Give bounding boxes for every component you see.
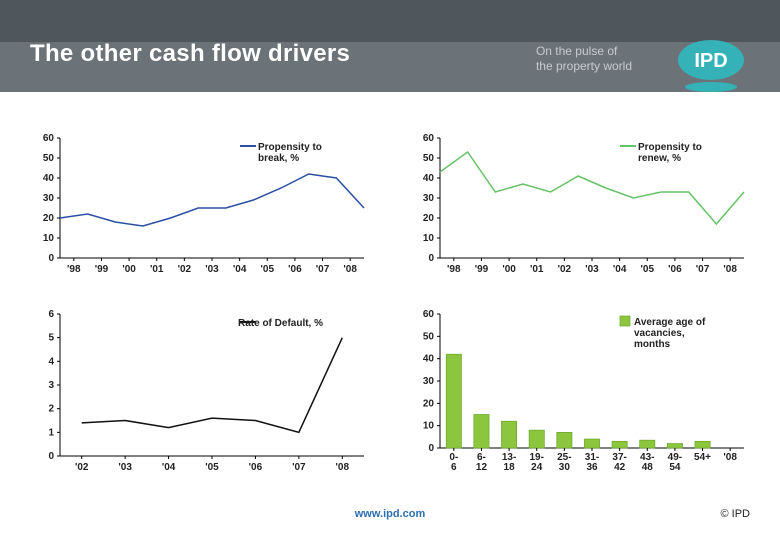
svg-text:24: 24 bbox=[531, 462, 543, 473]
chart-propensity-break: 0 10 20 30 40 50 60 '98 '99 '00 '01 '02 '03 '04 '05 '06… bbox=[30, 134, 370, 284]
svg-text:30: 30 bbox=[423, 193, 435, 204]
svg-text:'04: '04 bbox=[613, 264, 627, 275]
svg-text:2: 2 bbox=[48, 404, 54, 415]
slide-header: The other cash flow drivers On the pulse… bbox=[0, 0, 780, 92]
svg-text:'06: '06 bbox=[288, 264, 302, 275]
svg-text:1: 1 bbox=[48, 427, 54, 438]
svg-text:'06: '06 bbox=[249, 462, 263, 473]
svg-text:10: 10 bbox=[43, 233, 55, 244]
footer-url: www.ipd.com bbox=[355, 508, 426, 520]
svg-text:'03: '03 bbox=[585, 264, 599, 275]
svg-text:IPD: IPD bbox=[694, 50, 727, 72]
svg-text:50: 50 bbox=[423, 331, 435, 342]
svg-text:60: 60 bbox=[423, 134, 435, 144]
tagline-line2: the property world bbox=[536, 59, 632, 73]
svg-text:40: 40 bbox=[423, 354, 435, 365]
svg-text:'05: '05 bbox=[641, 264, 655, 275]
tagline-line1: On the pulse of bbox=[536, 44, 617, 58]
svg-text:0: 0 bbox=[48, 253, 54, 264]
svg-text:40: 40 bbox=[423, 173, 435, 184]
svg-text:36: 36 bbox=[586, 462, 598, 473]
svg-text:'00: '00 bbox=[502, 264, 516, 275]
svg-text:6: 6 bbox=[48, 310, 54, 320]
svg-text:'03: '03 bbox=[205, 264, 219, 275]
svg-text:50: 50 bbox=[43, 153, 55, 164]
svg-text:'07: '07 bbox=[696, 264, 710, 275]
svg-text:'01: '01 bbox=[150, 264, 164, 275]
svg-text:3: 3 bbox=[48, 380, 54, 391]
svg-text:30: 30 bbox=[43, 193, 55, 204]
tagline: On the pulse of the property world bbox=[536, 44, 632, 74]
svg-text:42: 42 bbox=[614, 462, 626, 473]
svg-text:18: 18 bbox=[504, 462, 516, 473]
svg-text:'02: '02 bbox=[178, 264, 192, 275]
svg-text:20: 20 bbox=[423, 213, 435, 224]
svg-text:'07: '07 bbox=[316, 264, 330, 275]
svg-text:'03: '03 bbox=[118, 462, 132, 473]
svg-text:30: 30 bbox=[423, 376, 435, 387]
svg-text:50: 50 bbox=[423, 153, 435, 164]
svg-text:'99: '99 bbox=[475, 264, 489, 275]
svg-text:5: 5 bbox=[48, 333, 54, 344]
slide-title: The other cash flow drivers bbox=[30, 40, 350, 68]
svg-text:renew, %: renew, % bbox=[638, 153, 681, 164]
footer-copyright: © IPD bbox=[721, 508, 751, 520]
svg-text:6: 6 bbox=[451, 462, 457, 473]
svg-text:10: 10 bbox=[423, 421, 435, 432]
svg-text:54: 54 bbox=[669, 462, 681, 473]
svg-text:20: 20 bbox=[43, 213, 55, 224]
svg-text:'08: '08 bbox=[343, 264, 357, 275]
svg-text:'06: '06 bbox=[668, 264, 682, 275]
svg-text:'08: '08 bbox=[723, 264, 737, 275]
svg-text:'05: '05 bbox=[205, 462, 219, 473]
svg-text:'00: '00 bbox=[122, 264, 136, 275]
svg-text:'07: '07 bbox=[292, 462, 306, 473]
svg-text:10: 10 bbox=[423, 233, 435, 244]
svg-text:'08: '08 bbox=[723, 452, 737, 463]
svg-text:20: 20 bbox=[423, 398, 435, 409]
svg-text:48: 48 bbox=[642, 462, 654, 473]
svg-text:4: 4 bbox=[48, 356, 54, 367]
svg-text:60: 60 bbox=[43, 134, 55, 144]
svg-text:vacancies,: vacancies, bbox=[634, 328, 685, 339]
svg-text:'05: '05 bbox=[261, 264, 275, 275]
svg-text:'04: '04 bbox=[162, 462, 176, 473]
svg-text:'99: '99 bbox=[95, 264, 109, 275]
svg-text:12: 12 bbox=[476, 462, 488, 473]
svg-text:Propensity to: Propensity to bbox=[258, 142, 322, 153]
svg-text:Propensity to: Propensity to bbox=[638, 142, 702, 153]
chart-rate-default: 0 1 2 3 4 5 6 '02 '03 '04 '05 '06 '07 '08 Rate of Defa… bbox=[30, 310, 370, 482]
svg-text:'02: '02 bbox=[75, 462, 89, 473]
chart-propensity-renew: 0 10 20 30 40 50 60 '98 '99 '00 '01 '02 '03 '04 '05 '06… bbox=[410, 134, 750, 284]
svg-text:'08: '08 bbox=[336, 462, 350, 473]
charts-grid: 0102030405060'98'99'00'01'02'03'04'05'06… bbox=[30, 134, 750, 500]
svg-text:break, %: break, % bbox=[258, 153, 299, 164]
svg-text:40: 40 bbox=[43, 173, 55, 184]
chart-average-age: 01020304050600-66-1213-1819-2425-3031-36… bbox=[410, 310, 750, 482]
header-top-strip bbox=[0, 0, 780, 42]
slide-footer: www.ipd.com © IPD bbox=[0, 508, 780, 536]
svg-text:Average age of: Average age of bbox=[634, 317, 706, 328]
svg-text:'98: '98 bbox=[67, 264, 81, 275]
svg-text:0: 0 bbox=[428, 443, 434, 454]
svg-text:0: 0 bbox=[428, 253, 434, 264]
svg-text:'01: '01 bbox=[530, 264, 544, 275]
svg-text:0: 0 bbox=[48, 451, 54, 462]
svg-text:'02: '02 bbox=[558, 264, 572, 275]
ipd-logo: IPD bbox=[672, 40, 750, 94]
svg-text:54+: 54+ bbox=[694, 452, 711, 463]
svg-text:Rate of Default, %: Rate of Default, % bbox=[238, 318, 323, 329]
svg-text:60: 60 bbox=[423, 310, 435, 320]
svg-text:'04: '04 bbox=[233, 264, 247, 275]
svg-text:months: months bbox=[634, 339, 671, 350]
svg-text:'98: '98 bbox=[447, 264, 461, 275]
svg-text:30: 30 bbox=[559, 462, 571, 473]
